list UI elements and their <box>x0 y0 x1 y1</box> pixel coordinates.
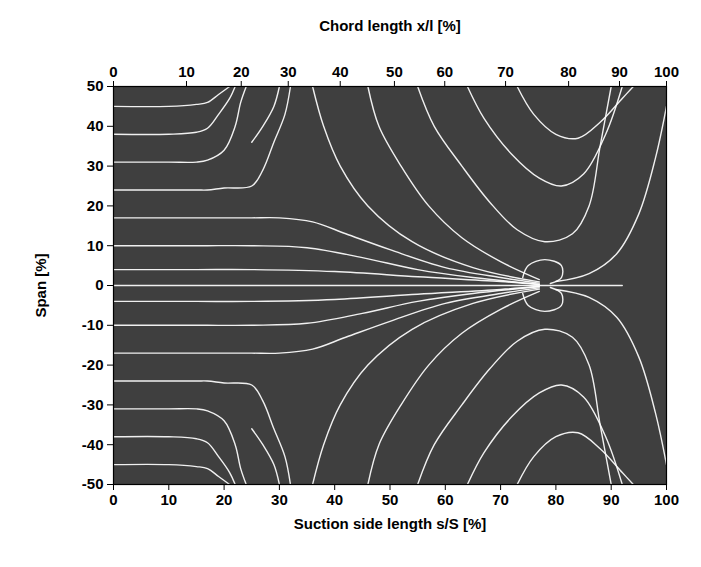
svg-text:50: 50 <box>382 491 399 508</box>
svg-text:20: 20 <box>87 197 104 214</box>
svg-text:90: 90 <box>611 63 628 80</box>
svg-text:80: 80 <box>548 491 565 508</box>
svg-text:20: 20 <box>216 491 233 508</box>
svg-text:40: 40 <box>326 491 343 508</box>
svg-text:30: 30 <box>280 63 297 80</box>
svg-text:-40: -40 <box>82 436 104 453</box>
svg-text:60: 60 <box>436 63 453 80</box>
svg-text:-50: -50 <box>82 475 104 492</box>
svg-text:-10: -10 <box>82 316 104 333</box>
svg-text:90: 90 <box>603 491 620 508</box>
svg-text:40: 40 <box>87 117 104 134</box>
svg-text:10: 10 <box>178 63 195 80</box>
svg-text:50: 50 <box>386 63 403 80</box>
svg-text:70: 70 <box>492 491 509 508</box>
svg-text:-30: -30 <box>82 396 104 413</box>
svg-text:60: 60 <box>437 491 454 508</box>
svg-text:10: 10 <box>87 237 104 254</box>
svg-text:0: 0 <box>95 276 103 293</box>
svg-text:30: 30 <box>271 491 288 508</box>
svg-text:-20: -20 <box>82 356 104 373</box>
svg-text:100: 100 <box>654 63 679 80</box>
svg-text:10: 10 <box>160 491 177 508</box>
svg-text:Chord length x/l [%]: Chord length x/l [%] <box>319 17 461 34</box>
svg-text:0: 0 <box>109 491 117 508</box>
svg-text:0: 0 <box>109 63 117 80</box>
svg-text:70: 70 <box>497 63 514 80</box>
svg-text:80: 80 <box>560 63 577 80</box>
svg-text:40: 40 <box>332 63 349 80</box>
svg-text:100: 100 <box>654 491 679 508</box>
svg-text:50: 50 <box>87 77 104 94</box>
svg-text:30: 30 <box>87 157 104 174</box>
svg-text:20: 20 <box>233 63 250 80</box>
svg-text:Span [%]: Span [%] <box>32 253 49 317</box>
svg-text:Suction side length s/S [%]: Suction side length s/S [%] <box>294 515 487 532</box>
